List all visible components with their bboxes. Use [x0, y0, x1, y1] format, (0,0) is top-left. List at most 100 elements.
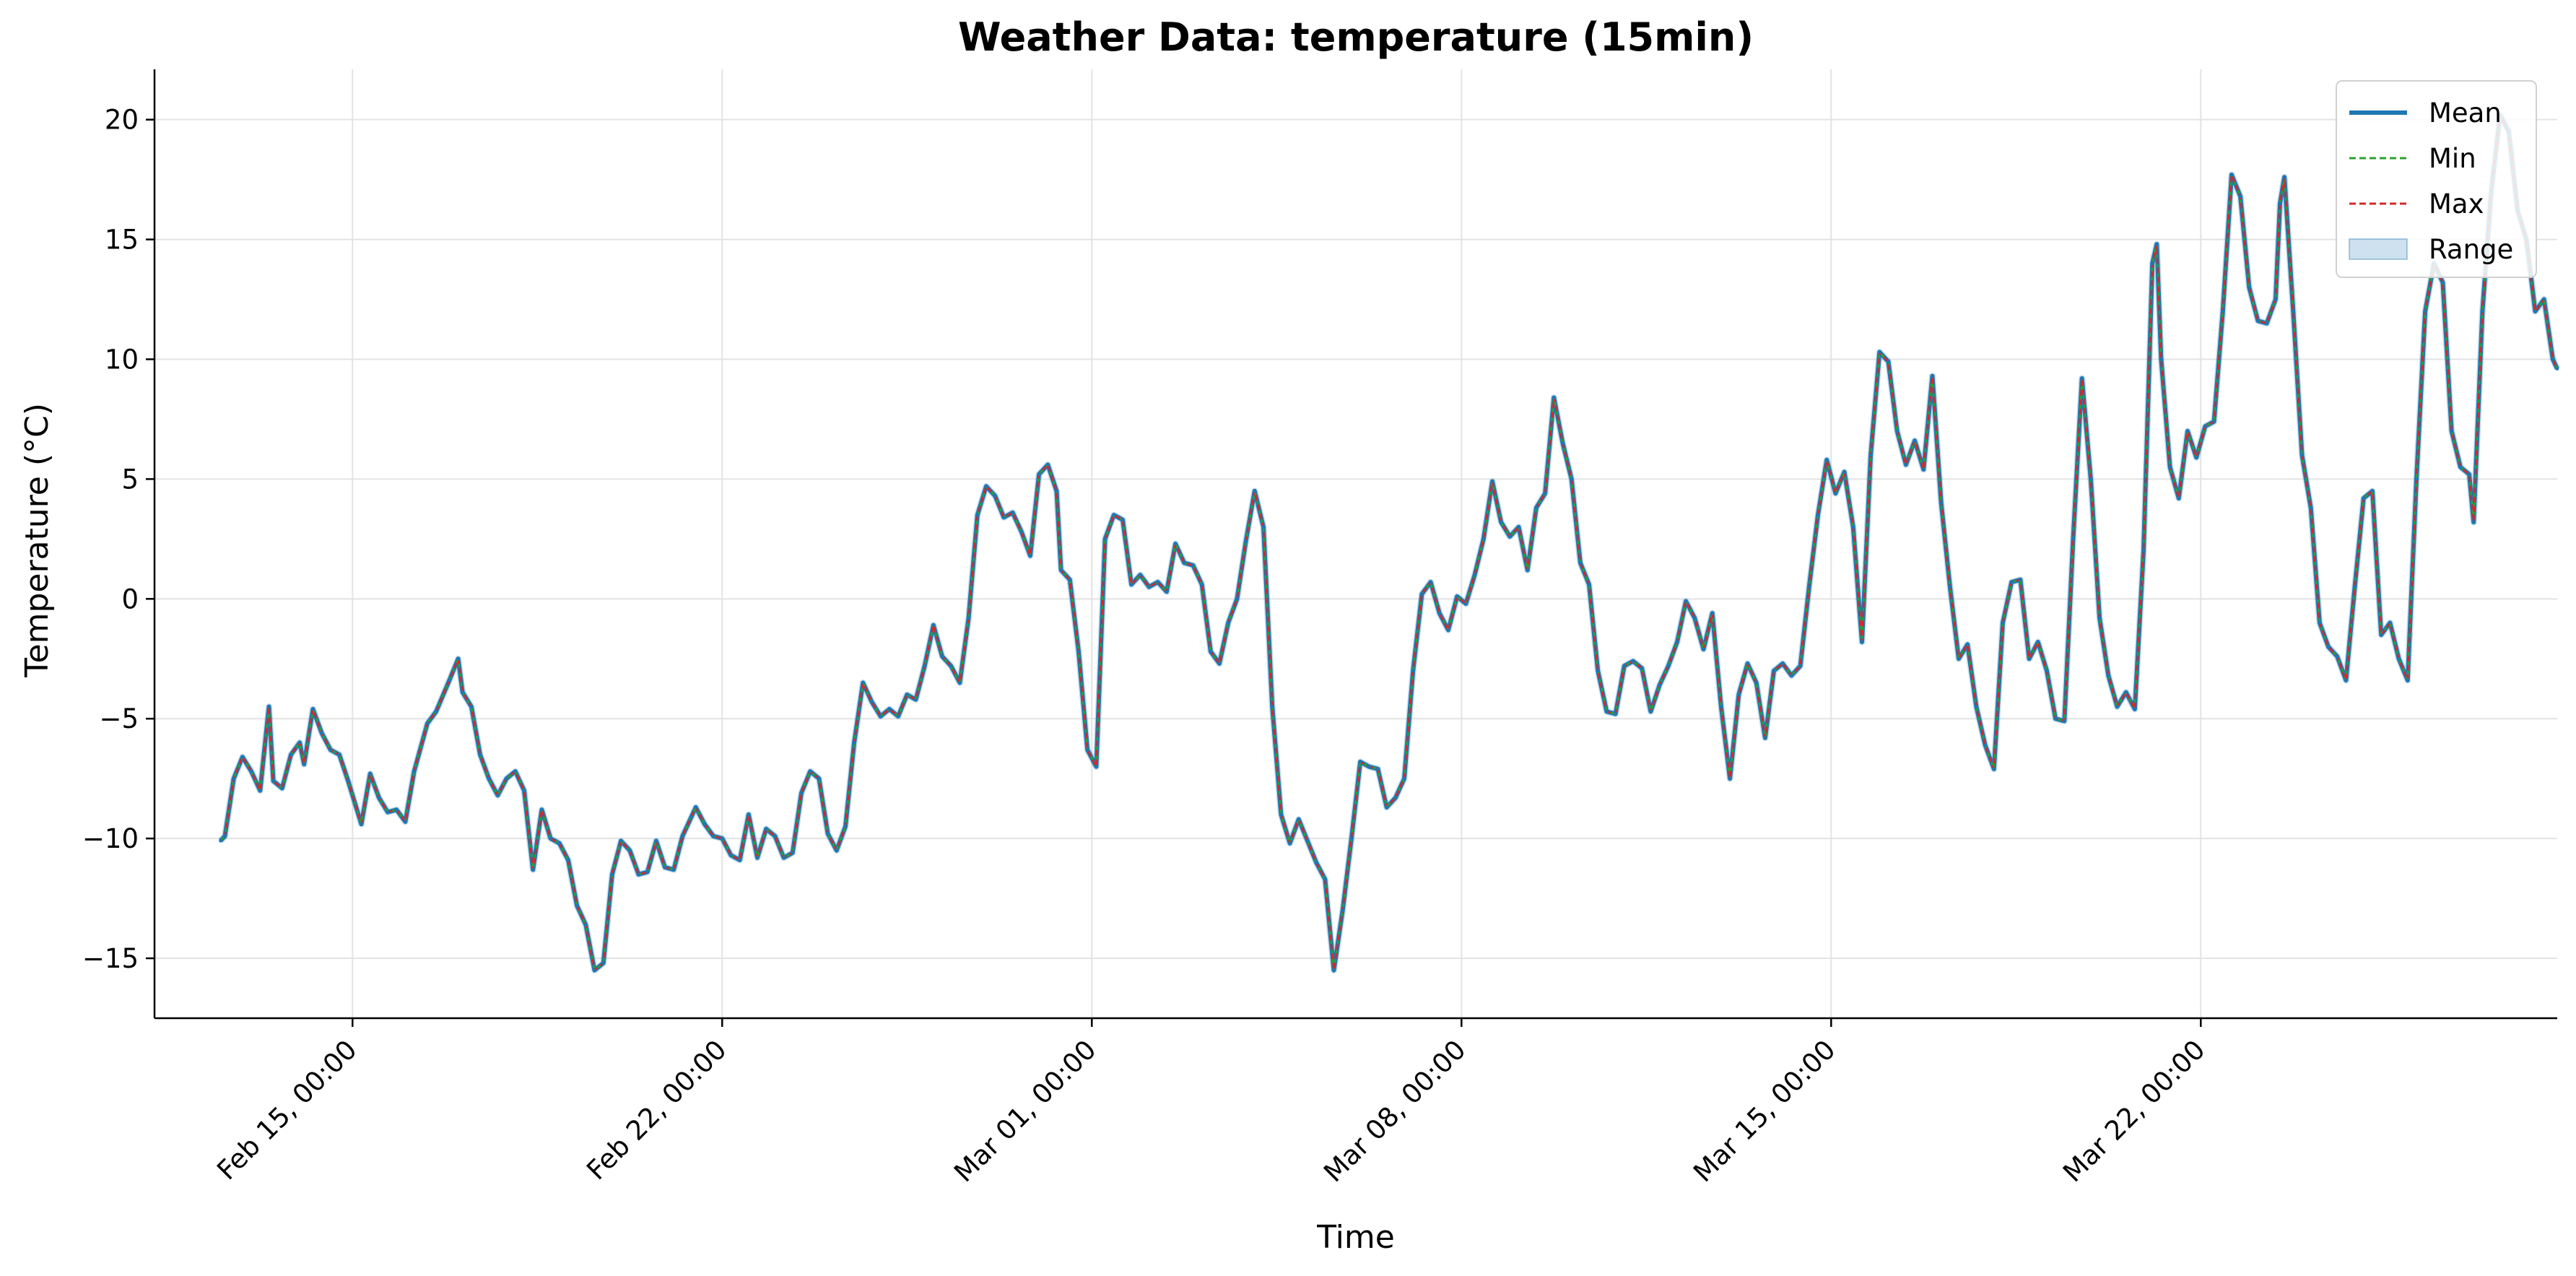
data-point — [2406, 678, 2409, 682]
data-point — [1675, 640, 1679, 644]
data-point — [879, 714, 882, 719]
data-point — [1578, 561, 1583, 565]
data-point — [1314, 861, 1318, 864]
data-point — [522, 789, 526, 793]
data-point — [1173, 542, 1178, 546]
data-point — [1702, 647, 1705, 651]
data-point — [817, 777, 821, 781]
data-point — [540, 808, 544, 812]
data-point — [1156, 580, 1159, 584]
data-point — [1508, 534, 1512, 539]
data-point — [232, 777, 235, 781]
data-point — [289, 752, 293, 757]
data-point — [1323, 877, 1327, 881]
data-point — [2155, 243, 2159, 246]
data-point — [2318, 621, 2322, 625]
data-point — [2397, 657, 2401, 661]
data-point — [1139, 573, 1142, 577]
data-point — [2185, 429, 2190, 433]
data-point — [1983, 743, 1987, 747]
data-point — [975, 513, 980, 517]
data-point — [1235, 597, 1239, 601]
data-point — [809, 770, 812, 773]
data-point — [311, 707, 315, 711]
data-point — [711, 834, 715, 838]
data-point — [1860, 640, 1864, 644]
data-point — [681, 834, 684, 838]
data-point — [755, 856, 760, 859]
data-point — [328, 748, 332, 752]
data-point — [1473, 573, 1476, 577]
data-point — [1825, 458, 1829, 462]
data-point — [1103, 537, 1107, 541]
data-point — [1517, 525, 1520, 529]
y-tick-label: 20 — [105, 105, 139, 136]
data-point — [1746, 661, 1749, 666]
data-point — [267, 705, 271, 708]
data-point — [619, 839, 623, 843]
data-point — [1490, 479, 1494, 483]
data-point — [456, 657, 460, 661]
y-tick-label: 15 — [105, 225, 139, 256]
data-point — [404, 820, 407, 824]
data-point — [1183, 561, 1186, 565]
data-point — [2010, 580, 2014, 584]
data-point — [1437, 612, 1442, 615]
data-point — [1666, 664, 1670, 668]
y-tick-label: −10 — [82, 823, 139, 854]
data-point — [993, 494, 997, 498]
data-point — [702, 823, 707, 826]
data-point — [773, 834, 777, 838]
data-point — [2115, 705, 2119, 708]
data-point — [1358, 760, 1362, 764]
data-point — [1499, 520, 1503, 524]
data-point — [1055, 489, 1058, 493]
data-point — [1446, 628, 1450, 632]
data-point — [2533, 309, 2537, 313]
data-point — [1037, 472, 1041, 476]
data-point — [1763, 736, 1767, 739]
data-point — [2370, 489, 2375, 493]
data-point — [843, 825, 848, 828]
data-point — [575, 903, 579, 908]
legend-box — [2336, 80, 2537, 278]
data-point — [2238, 194, 2242, 199]
data-point — [1385, 805, 1388, 810]
data-point — [1913, 439, 1917, 443]
data-point — [395, 808, 399, 812]
data-point — [1552, 396, 1556, 399]
y-tick-label: 0 — [121, 583, 139, 615]
data-point — [377, 796, 381, 799]
data-point — [280, 786, 284, 790]
data-point — [347, 779, 350, 783]
data-point — [1534, 506, 1539, 510]
data-point — [557, 841, 561, 846]
data-point — [2282, 175, 2286, 179]
data-point — [1288, 841, 1292, 846]
data-point — [1781, 661, 1785, 666]
data-point — [2195, 456, 2198, 459]
data-point — [1253, 489, 1257, 493]
data-point — [1790, 674, 1793, 677]
data-point — [1798, 664, 1802, 668]
data-point — [434, 710, 438, 713]
data-point — [1631, 659, 1635, 663]
data-point — [1455, 594, 1459, 599]
data-point — [940, 654, 944, 659]
data-point — [2229, 173, 2234, 177]
data-point — [914, 698, 918, 701]
data-point — [2133, 707, 2137, 711]
data-point — [1165, 590, 1169, 594]
data-point — [1002, 516, 1006, 519]
data-point — [2344, 678, 2348, 682]
data-point — [1931, 374, 1934, 378]
data-point — [1011, 511, 1014, 515]
data-point — [1728, 777, 1732, 781]
y-ticks: 20 15 10 5 0 −5 −10 −15 — [82, 105, 155, 974]
y-tick-label: −5 — [99, 703, 139, 734]
data-point — [672, 868, 676, 872]
data-point — [2309, 506, 2312, 510]
data-point — [1271, 705, 1274, 708]
data-point — [1019, 530, 1024, 534]
data-point — [1614, 712, 1617, 716]
